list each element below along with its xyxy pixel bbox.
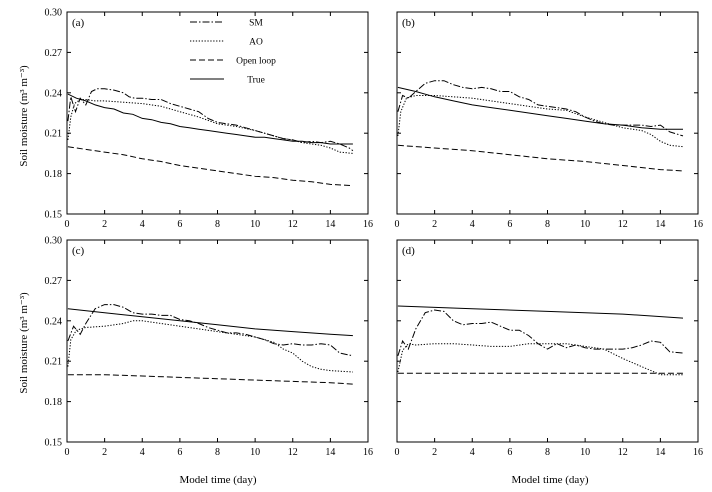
x-tick-label: 14 (325, 447, 335, 458)
series-line-sm (67, 304, 354, 357)
x-tick-label: 12 (618, 219, 628, 230)
x-tick-label: 14 (325, 219, 335, 230)
series-line-ao (397, 95, 684, 148)
x-tick-label: 4 (470, 447, 475, 458)
x-tick-label: 14 (655, 219, 665, 230)
x-tick-label: 4 (470, 219, 475, 230)
x-tick-label: 14 (655, 447, 665, 458)
series-line-sm (397, 80, 684, 137)
x-tick-label: 10 (250, 219, 260, 230)
panel-label: (b) (402, 17, 415, 29)
x-tick-label: 10 (580, 219, 590, 230)
x-tick-label: 2 (102, 219, 107, 230)
x-tick-label: 8 (545, 447, 550, 458)
legend-label: SM (249, 19, 263, 29)
y-tick-label: 0.18 (45, 169, 63, 180)
series-line-sm (397, 309, 684, 356)
x-tick-label: 16 (363, 447, 373, 458)
y-axis-label-top: Soil moisture (m³ m⁻³) (18, 65, 30, 167)
y-tick-label: 0.24 (45, 316, 63, 327)
y-tick-label: 0.21 (45, 357, 63, 368)
y-tick-label: 0.30 (45, 8, 63, 19)
x-tick-label: 2 (432, 219, 437, 230)
plot-frame (396, 11, 699, 215)
series-line-open-loop (67, 146, 353, 187)
series-line-ao (67, 320, 353, 373)
y-tick-label: 0.24 (45, 88, 63, 99)
y-tick-label: 0.15 (45, 438, 63, 449)
panel-label: (c) (72, 245, 85, 257)
x-tick-label: 6 (507, 447, 512, 458)
series-line-open-loop (397, 144, 684, 172)
panel-0: 0 2 4 6 8 10 12 14 16 0.15 0.18 0.21 0.24 0.27 0.30 (a) (45, 8, 374, 231)
panel-label: (d) (402, 245, 415, 257)
x-tick-label: 16 (363, 219, 373, 230)
x-tick-label: 0 (65, 447, 70, 458)
series-line-true (67, 93, 353, 145)
x-axis-label-left: Model time (day) (180, 474, 257, 486)
x-axis-label-right: Model time (day) (512, 474, 589, 486)
plot-frame (396, 239, 699, 443)
x-tick-label: 0 (395, 219, 400, 230)
series-line-true (397, 305, 684, 319)
series-line-true (397, 86, 683, 130)
panel-3: 0 2 4 6 8 10 12 14 16 (d) (395, 239, 703, 458)
panel-2: 0 2 4 6 8 10 12 14 16 0.15 0.18 0.21 0.24 0.27 0.30 (c) (45, 236, 374, 459)
x-tick-label: 10 (580, 447, 590, 458)
plot-frame (66, 239, 369, 443)
y-tick-label: 0.27 (45, 276, 63, 287)
x-tick-label: 16 (693, 219, 703, 230)
x-tick-label: 8 (215, 447, 220, 458)
x-tick-label: 6 (507, 219, 512, 230)
y-axis-label-bottom: Soil moisture (m³ m⁻³) (18, 292, 30, 394)
x-tick-label: 6 (177, 219, 182, 230)
panel-label: (a) (72, 17, 85, 29)
x-tick-label: 6 (177, 447, 182, 458)
series-line-sm (67, 88, 354, 152)
legend-label: Open loop (236, 57, 276, 67)
x-tick-label: 2 (432, 447, 437, 458)
x-tick-label: 0 (65, 219, 70, 230)
x-tick-label: 4 (140, 219, 145, 230)
series-line-open-loop (67, 374, 353, 385)
y-tick-label: 0.30 (45, 236, 63, 247)
panel-1: 0 2 4 6 8 10 12 14 16 (b) (395, 11, 703, 230)
legend-label: True (247, 76, 265, 86)
y-tick-label: 0.21 (45, 129, 63, 140)
x-tick-label: 12 (288, 219, 298, 230)
x-tick-label: 2 (102, 447, 107, 458)
y-tick-label: 0.15 (45, 210, 63, 221)
x-tick-label: 8 (215, 219, 220, 230)
y-tick-label: 0.18 (45, 397, 63, 408)
x-tick-label: 16 (693, 447, 703, 458)
series-line-ao (397, 343, 683, 376)
x-tick-label: 4 (140, 447, 145, 458)
series-line-ao (67, 99, 353, 154)
x-tick-label: 12 (618, 447, 628, 458)
legend-label: AO (249, 38, 263, 48)
x-tick-label: 12 (288, 447, 298, 458)
y-tick-label: 0.27 (45, 48, 63, 59)
legend: SM AO Open loop True (190, 19, 276, 86)
x-tick-label: 8 (545, 219, 550, 230)
x-tick-label: 0 (395, 447, 400, 458)
series-line-true (67, 308, 353, 337)
x-tick-label: 10 (250, 447, 260, 458)
